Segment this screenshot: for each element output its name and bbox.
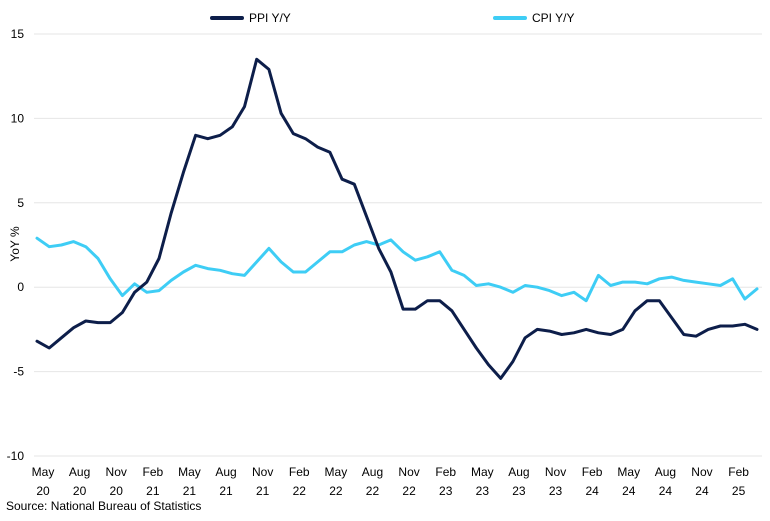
x-tick-label-month: May (178, 465, 201, 479)
legend-label: CPI Y/Y (532, 11, 574, 25)
x-tick-label-month: Feb (435, 465, 456, 479)
y-tick-label: -10 (7, 449, 25, 463)
x-tick-label-year: 24 (585, 484, 599, 498)
x-tick-label-month: Feb (728, 465, 749, 479)
x-tick-label-year: 22 (402, 484, 416, 498)
x-tick-label-year: 20 (73, 484, 87, 498)
x-tick-label-month: Aug (655, 465, 676, 479)
x-tick-label-month: Nov (691, 465, 712, 479)
series-line-cpi-y-y (35, 236, 759, 303)
legend: PPI Y/Y CPI Y/Y (210, 11, 574, 25)
x-tick-label-month: May (325, 465, 348, 479)
x-tick-label-year: 23 (549, 484, 563, 498)
x-tick-label-year: 22 (329, 484, 343, 498)
x-tick-label-month: Feb (289, 465, 310, 479)
x-tick-label-year: 21 (146, 484, 160, 498)
gridlines (34, 33, 762, 457)
x-tick-label-year: 20 (110, 484, 124, 498)
x-tick-label-month: Aug (362, 465, 383, 479)
series-lines (35, 57, 759, 380)
x-tick-label-month: Nov (545, 465, 566, 479)
x-tick-label-year: 22 (293, 484, 307, 498)
x-tick-label-year: 21 (183, 484, 197, 498)
x-tick-label-year: 21 (219, 484, 233, 498)
x-tick-label-year: 24 (695, 484, 709, 498)
x-tick-label-month: Nov (398, 465, 419, 479)
x-tick-label-year: 22 (366, 484, 380, 498)
x-tick-label-year: 24 (659, 484, 673, 498)
x-tick-label-year: 23 (512, 484, 526, 498)
x-tick-label-month: Aug (215, 465, 236, 479)
x-axis-tick-labels: May 20 Aug 20 Nov 20 Feb 21 May 21 Aug 21 Nov 21 Feb 22… (32, 465, 750, 498)
x-tick-label-month: May (32, 465, 55, 479)
y-tick-label: 15 (11, 27, 25, 41)
x-tick-label-year: 25 (732, 484, 746, 498)
x-tick-label-month: Aug (508, 465, 529, 479)
x-tick-label-month: Nov (106, 465, 127, 479)
x-tick-label-month: May (471, 465, 494, 479)
legend-label: PPI Y/Y (249, 11, 291, 25)
x-tick-label-month: Feb (142, 465, 163, 479)
source-note: Source: National Bureau of Statistics (6, 499, 202, 513)
x-tick-label-year: 23 (439, 484, 453, 498)
x-tick-label-year: 20 (36, 484, 50, 498)
x-tick-label-month: Aug (69, 465, 90, 479)
y-tick-label: 5 (17, 196, 24, 210)
y-tick-label: 10 (11, 111, 25, 125)
x-tick-label-year: 24 (622, 484, 636, 498)
y-tick-label: -5 (13, 365, 24, 379)
x-tick-label-month: May (617, 465, 640, 479)
x-tick-label-year: 23 (476, 484, 490, 498)
y-axis-label: YoY % (8, 226, 22, 262)
y-tick-label: 0 (17, 280, 24, 294)
y-axis-tick-labels: 15 10 5 0 -5 -10 (7, 27, 25, 463)
series-line-ppi-y-y (35, 57, 759, 380)
x-tick-label-month: Nov (252, 465, 273, 479)
x-tick-label-year: 21 (256, 484, 270, 498)
x-tick-label-month: Feb (582, 465, 603, 479)
